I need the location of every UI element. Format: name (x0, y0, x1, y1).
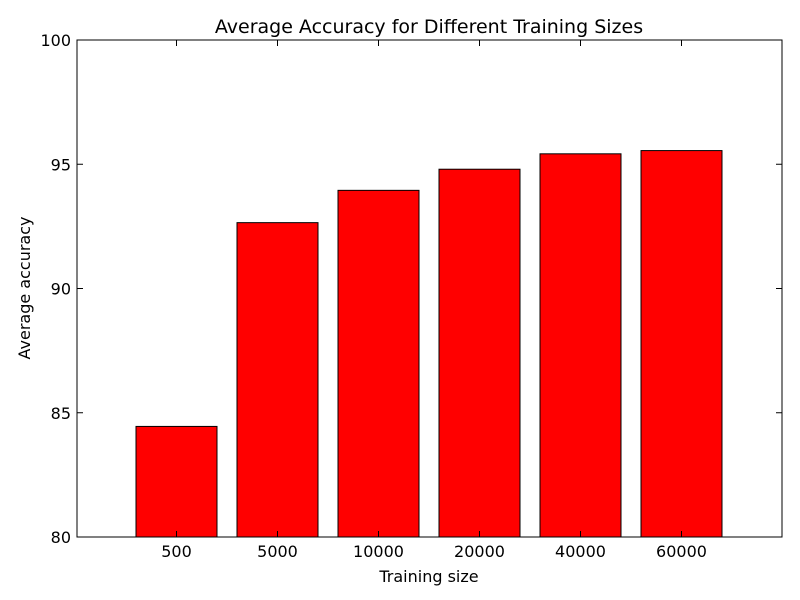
x-axis-ticks: 500 5000 10000 20000 40000 60000 (161, 40, 707, 561)
y-tick-label: 85 (51, 404, 71, 423)
x-tick-label: 20000 (454, 542, 505, 561)
x-tick-label: 500 (161, 542, 192, 561)
bar-10000 (337, 189, 420, 538)
y-axis-ticks: 80 85 90 95 100 (40, 31, 782, 547)
x-tick-label: 10000 (353, 542, 404, 561)
chart-title: Average Accuracy for Different Training … (215, 16, 643, 38)
bar-500 (135, 425, 218, 538)
x-tick-label: 40000 (555, 542, 606, 561)
y-tick-label: 90 (51, 280, 71, 299)
plot-frame (76, 39, 783, 538)
y-tick-label: 80 (51, 528, 71, 547)
y-tick-label: 95 (51, 155, 71, 174)
y-tick-label: 100 (40, 31, 71, 50)
bar-5000 (236, 222, 319, 538)
bar-60000 (640, 150, 723, 538)
y-axis-label: Average accuracy (15, 217, 34, 360)
bars-group (135, 150, 723, 538)
x-axis-label: Training size (378, 567, 478, 586)
bar-20000 (438, 168, 521, 538)
bar-40000 (539, 153, 622, 538)
x-tick-label: 5000 (257, 542, 298, 561)
x-tick-label: 60000 (656, 542, 707, 561)
